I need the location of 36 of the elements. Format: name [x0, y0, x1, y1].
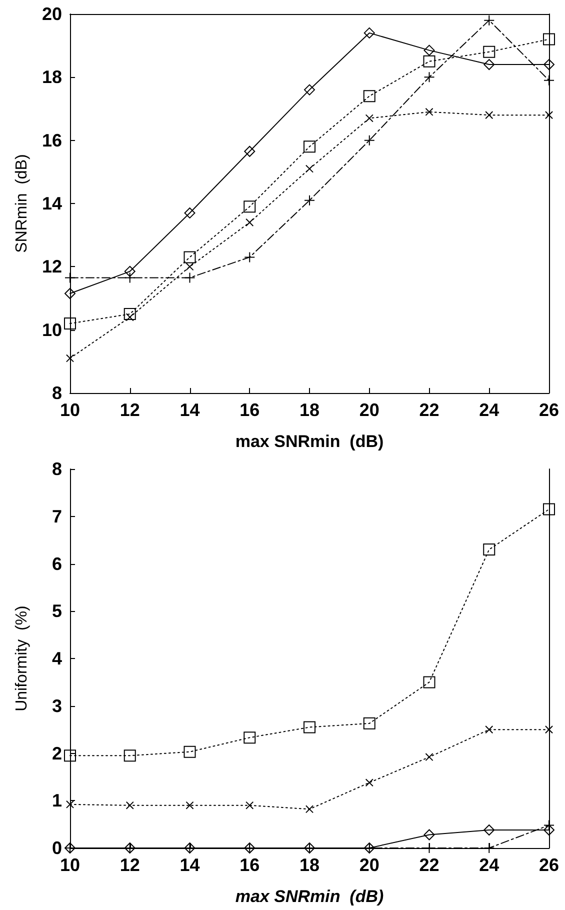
x-tick-label: 22: [419, 855, 440, 875]
x-axis-title: max SNRmin (dB): [235, 887, 384, 906]
x-tick-label: 12: [120, 400, 140, 420]
x-tick-label: 26: [538, 855, 560, 875]
y-tick-label: 20: [42, 4, 62, 24]
x-axis-title: max SNRmin (dB): [235, 432, 384, 451]
y-tick-label: 14: [42, 194, 62, 214]
x-tick-label: 20: [359, 855, 380, 875]
x-tick-label: 22: [419, 400, 440, 420]
y-tick-label: 8: [52, 383, 62, 403]
y-tick-label: 1: [52, 790, 62, 811]
x-tick-label: 16: [240, 855, 260, 875]
x-tick-label: 20: [359, 400, 380, 420]
x-tick-label: 14: [180, 400, 200, 420]
y-tick-label: 16: [42, 130, 62, 150]
y-tick-label: 7: [52, 506, 62, 526]
x-tick-label: 18: [299, 400, 320, 420]
y-tick-label: 18: [42, 67, 62, 88]
y-axis-title: Uniformity (%): [14, 606, 30, 712]
y-axis-title: SNRmin (dB): [14, 154, 30, 253]
x-tick-label: 24: [479, 855, 500, 875]
y-tick-label: 8: [52, 459, 62, 479]
y-tick-label: 3: [52, 696, 62, 716]
x-tick-label: 18: [299, 855, 320, 875]
x-tick-label: 12: [120, 855, 140, 875]
y-tick-label: 4: [52, 648, 62, 668]
x-tick-label: 16: [240, 400, 260, 420]
y-tick-label: 6: [52, 554, 62, 574]
x-tick-label: 14: [180, 855, 200, 875]
y-tick-label: 0: [52, 838, 62, 858]
y-tick-label: 5: [52, 601, 62, 622]
y-tick-label: 2: [52, 743, 62, 764]
x-tick-label: 24: [479, 400, 500, 420]
x-tick-label: 26: [538, 400, 560, 420]
y-tick-label: 12: [42, 256, 62, 277]
y-tick-label: 10: [42, 320, 62, 340]
